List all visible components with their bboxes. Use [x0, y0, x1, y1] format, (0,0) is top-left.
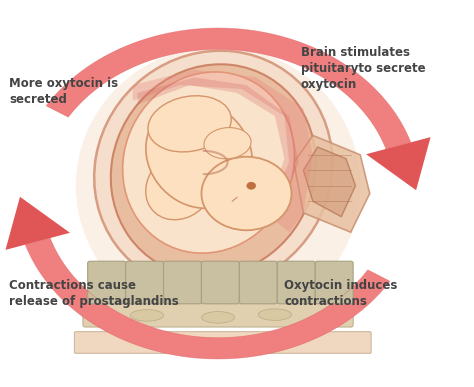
- Polygon shape: [25, 238, 390, 359]
- FancyBboxPatch shape: [315, 261, 353, 304]
- Polygon shape: [366, 137, 430, 190]
- Ellipse shape: [148, 96, 231, 152]
- FancyBboxPatch shape: [88, 261, 126, 304]
- FancyBboxPatch shape: [239, 261, 277, 304]
- FancyBboxPatch shape: [83, 296, 353, 327]
- Polygon shape: [303, 147, 356, 217]
- FancyBboxPatch shape: [277, 261, 315, 304]
- Ellipse shape: [130, 310, 164, 321]
- Polygon shape: [133, 70, 313, 232]
- FancyBboxPatch shape: [126, 261, 164, 304]
- Polygon shape: [6, 197, 70, 250]
- Ellipse shape: [123, 72, 294, 253]
- Ellipse shape: [204, 128, 251, 159]
- Text: More oxytocin is
secreted: More oxytocin is secreted: [9, 77, 119, 106]
- Ellipse shape: [258, 309, 292, 320]
- Text: Oxytocin induces
contractions: Oxytocin induces contractions: [284, 279, 398, 308]
- Polygon shape: [294, 135, 370, 232]
- FancyBboxPatch shape: [74, 332, 371, 353]
- Ellipse shape: [146, 101, 252, 208]
- Text: Brain stimulates
pituitaryto secrete
oxytocin: Brain stimulates pituitaryto secrete oxy…: [301, 46, 426, 91]
- Ellipse shape: [146, 152, 215, 220]
- Ellipse shape: [111, 64, 316, 276]
- Polygon shape: [137, 77, 299, 209]
- FancyBboxPatch shape: [164, 261, 201, 304]
- Ellipse shape: [94, 51, 332, 290]
- Polygon shape: [46, 28, 411, 149]
- Ellipse shape: [76, 46, 360, 325]
- Circle shape: [201, 157, 292, 230]
- Text: Contractions cause
release of prostaglandins: Contractions cause release of prostaglan…: [9, 279, 179, 308]
- FancyBboxPatch shape: [201, 261, 239, 304]
- Circle shape: [246, 182, 256, 190]
- Ellipse shape: [201, 312, 235, 323]
